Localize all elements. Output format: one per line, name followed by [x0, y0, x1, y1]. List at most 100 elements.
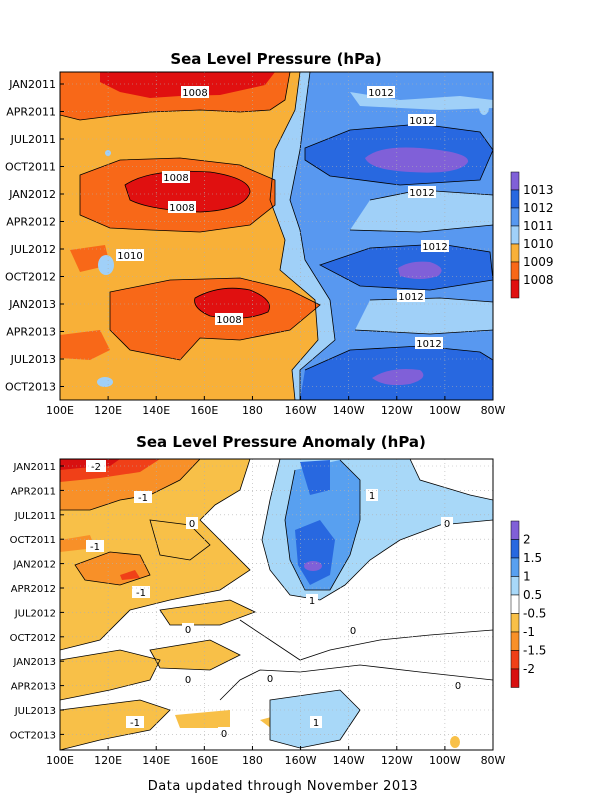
- y-tick-label: OCT2013: [5, 381, 56, 394]
- colorbar: 1013 1012 1011 1010 1009 1008: [510, 171, 554, 299]
- region-1008-2013: [194, 288, 270, 319]
- colorbar-swatch: [510, 668, 520, 688]
- region-1009-west-2013: [60, 330, 110, 360]
- contour-label: 1012: [408, 114, 436, 127]
- svg-text:-1: -1: [136, 588, 146, 599]
- svg-text:0: 0: [267, 674, 273, 685]
- contour-lines: [60, 459, 493, 750]
- y-tick-label: APR2012: [6, 216, 56, 229]
- x-tick-label: 140W: [333, 404, 365, 417]
- contour-label: 1010: [116, 249, 144, 262]
- svg-text:1012: 1012: [368, 88, 393, 99]
- region-1011-band-2011: [350, 92, 493, 110]
- contour-label: 1012: [421, 240, 449, 253]
- y-tick-label: JAN2012: [12, 560, 56, 571]
- region-1011-blob-4: [479, 99, 489, 115]
- colorbar-swatch: [510, 189, 520, 209]
- footer-note: Data updated through November 2013: [148, 779, 418, 794]
- region-1011-blob-2: [97, 377, 113, 387]
- region-pos15-2011: [300, 460, 330, 495]
- y-tick-label: APR2013: [11, 682, 56, 693]
- plot-frame: [59, 458, 494, 751]
- region-1011-band-2012: [350, 190, 493, 232]
- contour-label: 0: [347, 624, 359, 637]
- contour-label: 1012: [397, 290, 425, 303]
- region-neg15-2012: [120, 570, 140, 580]
- region-1008-2011: [100, 72, 275, 98]
- y-tick-label: OCT2012: [10, 633, 56, 644]
- y-tick-label: APR2011: [6, 106, 56, 119]
- x-tick-label: 160E: [190, 754, 218, 767]
- heatmap-field: [60, 459, 493, 750]
- svg-text:0: 0: [350, 626, 356, 637]
- y-tick-label: OCT2012: [5, 271, 56, 284]
- contour-label: 0: [218, 727, 230, 740]
- region-1014-2013: [372, 369, 424, 386]
- colorbar-swatch: [510, 279, 520, 299]
- y-tick-label: JUL2011: [14, 511, 56, 522]
- x-tick-label: 100E: [46, 754, 74, 767]
- colorbar-label: -1.5: [523, 644, 546, 658]
- colorbar-swatch: [510, 594, 520, 614]
- x-tick-label: 100E: [46, 404, 74, 417]
- region-1014-2012: [398, 261, 442, 279]
- contour-lines: [60, 72, 493, 400]
- colorbar-label: 1012: [523, 201, 554, 215]
- colorbar-label: 1011: [523, 219, 554, 233]
- contour-label: 0: [441, 517, 453, 530]
- svg-text:0: 0: [185, 675, 191, 686]
- plot-frame: [59, 71, 494, 401]
- colorbar-swatch: [510, 557, 520, 577]
- contour-label: 0: [264, 672, 276, 685]
- y-tick-label: OCT2013: [10, 730, 56, 741]
- region-neg05-2013d: [175, 710, 230, 728]
- contour-label: -1: [86, 540, 104, 553]
- colorbar-swatch: [510, 576, 520, 596]
- svg-text:1012: 1012: [416, 339, 441, 350]
- grid: [60, 459, 493, 750]
- colorbar: 2 1.5 1 0.5 -0.5 -1 -1.5 -2: [510, 520, 546, 688]
- contour-label: 1: [310, 716, 322, 729]
- contour-label: 1012: [367, 86, 395, 99]
- y-tick-label: APR2013: [6, 326, 56, 339]
- svg-text:1008: 1008: [216, 315, 241, 326]
- x-tick-label: 100W: [429, 404, 461, 417]
- contour-label: 0: [182, 623, 194, 636]
- contour-label: 1008: [162, 171, 190, 184]
- contour-label: 1012: [408, 186, 436, 199]
- region-neg05-2013c: [150, 640, 240, 670]
- x-tick-label: 80W: [481, 404, 506, 417]
- y-tick-label: JUL2013: [14, 706, 56, 717]
- x-tick-label: 140E: [142, 754, 170, 767]
- colorbar-label: -0.5: [523, 607, 546, 621]
- y-tick-label: JUL2013: [10, 353, 56, 366]
- contour-label: -1: [134, 491, 152, 504]
- colorbar-label: 1010: [523, 237, 554, 251]
- x-tick-label: 120W: [381, 754, 413, 767]
- x-tick-label: 160W: [285, 404, 317, 417]
- svg-text:0: 0: [444, 519, 450, 530]
- contour-label: 1012: [415, 337, 443, 350]
- svg-text:1010: 1010: [117, 251, 142, 262]
- colorbar-swatch: [510, 650, 520, 670]
- x-axis: 100E 120E 140E 160E 180 160W 140W 120W 100W 80W: [46, 746, 506, 767]
- svg-text:1012: 1012: [422, 242, 447, 253]
- y-tick-label: JAN2013: [8, 298, 56, 311]
- region-1011-band-2013: [355, 298, 493, 334]
- svg-text:-1: -1: [130, 718, 140, 729]
- contour-label: 0: [452, 679, 464, 692]
- y-tick-label: APR2011: [11, 486, 56, 497]
- svg-text:1012: 1012: [398, 292, 423, 303]
- region-pos15-2012: [295, 520, 335, 585]
- y-tick-label: JAN2012: [8, 188, 56, 201]
- x-tick-label: 140E: [142, 404, 170, 417]
- x-axis: 100E 120E 140E 160E 180 160W 140W 120W 100W 80W: [46, 396, 506, 417]
- y-tick-label: OCT2011: [5, 161, 56, 174]
- colorbar-swatch: [510, 613, 520, 633]
- colorbar-swatch: [510, 243, 520, 263]
- svg-text:0: 0: [185, 625, 191, 636]
- contour-label: 1: [366, 489, 378, 502]
- colorbar-swatch: [510, 539, 520, 559]
- y-tick-label: JUL2011: [10, 133, 56, 146]
